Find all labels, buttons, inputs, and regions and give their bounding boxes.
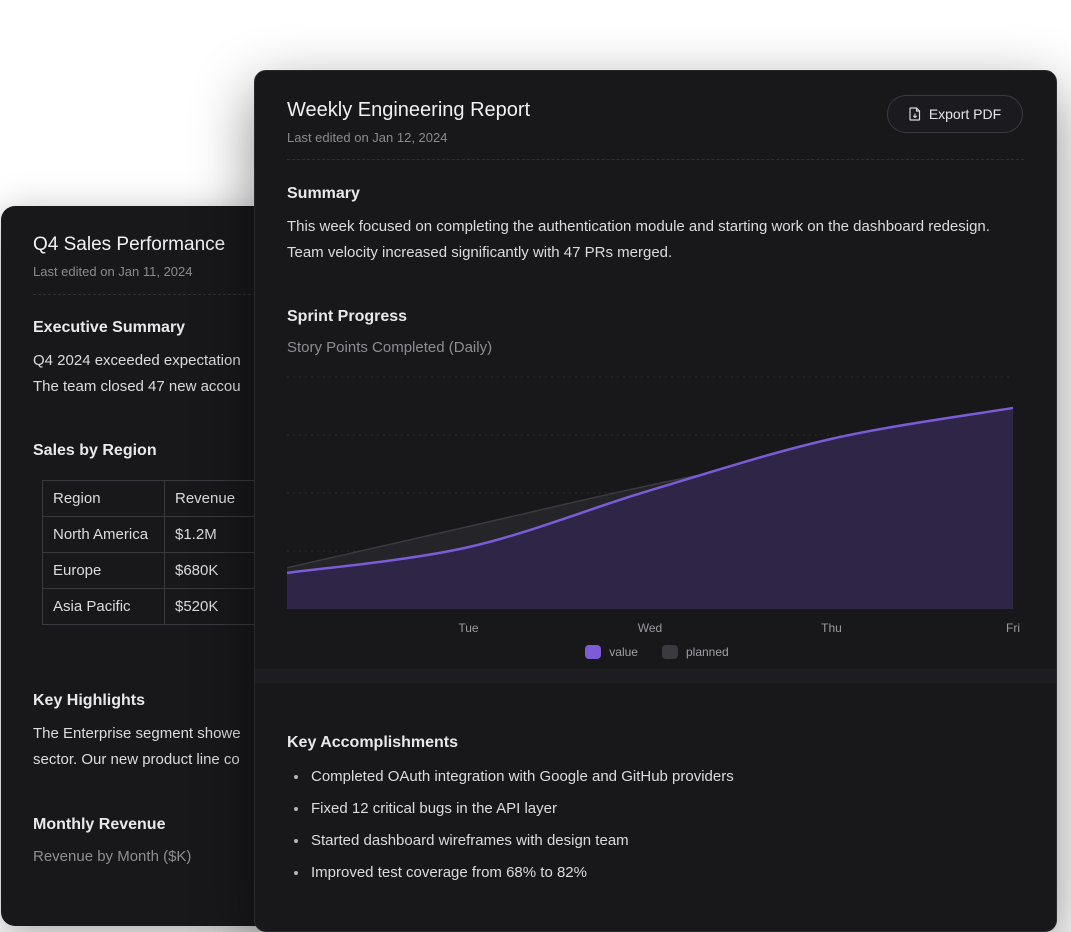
list-item: Completed OAuth integration with Google … xyxy=(287,765,734,797)
x-tick-label-thu: Thu xyxy=(821,621,842,635)
legend-item-value: value xyxy=(585,645,638,659)
weekly-report-title: Weekly Engineering Report xyxy=(287,99,531,121)
q4-report-last-edited: Last edited on Jan 11, 2024 xyxy=(33,264,193,279)
chart-line-value xyxy=(287,406,1014,575)
key-accomplishments-heading: Key Accomplishments xyxy=(287,734,459,751)
summary-text: This week focused on completing the auth… xyxy=(287,218,990,261)
chart-legend: value planned xyxy=(287,645,1027,659)
chart-svg: Tue Wed Thu Fri xyxy=(287,376,1020,635)
weekly-report-last-edited: Last edited on Jan 12, 2024 xyxy=(287,130,448,145)
q4-header-divider xyxy=(33,294,276,295)
x-tick-label-wed: Wed xyxy=(638,621,662,635)
table-row: Europe $680K xyxy=(42,552,276,589)
table-cell-region: Asia Pacific xyxy=(42,588,165,625)
weekly-engineering-report-card: Weekly Engineering Report Last edited on… xyxy=(254,70,1057,932)
table-cell-region: Europe xyxy=(42,552,165,589)
chart-title: Story Points Completed (Daily) xyxy=(287,339,493,356)
x-tick-label-tue: Tue xyxy=(458,621,479,635)
chart-area-value xyxy=(287,407,1013,609)
key-highlights-line-2: sector. Our new product line co xyxy=(33,751,240,768)
executive-summary-line-1: Q4 2024 exceeded expectation xyxy=(33,352,241,369)
legend-swatch-value xyxy=(585,645,602,659)
table-row: North America $1.2M xyxy=(42,516,276,553)
list-item: Improved test coverage from 68% to 82% xyxy=(287,861,734,893)
executive-summary-heading: Executive Summary xyxy=(33,319,186,336)
legend-item-planned: planned xyxy=(661,645,729,659)
list-item: Fixed 12 critical bugs in the API layer xyxy=(287,797,734,829)
legend-swatch-planned xyxy=(661,645,678,659)
file-pdf-icon xyxy=(909,107,921,121)
sales-by-region-table: Region Revenue North America $1.2M Europ… xyxy=(42,480,276,625)
sales-by-region-heading: Sales by Region xyxy=(33,442,157,459)
key-highlights-heading: Key Highlights xyxy=(33,692,146,709)
sprint-progress-heading: Sprint Progress xyxy=(287,308,408,325)
summary-heading: Summary xyxy=(287,185,360,202)
weekly-header-divider xyxy=(287,159,1024,160)
executive-summary-line-2: The team closed 47 new accou xyxy=(33,378,241,395)
table-header-region: Region xyxy=(42,480,165,517)
export-pdf-button[interactable]: Export PDF xyxy=(887,95,1023,133)
legend-label-planned: planned xyxy=(685,645,729,659)
accomplishments-list: Completed OAuth integration with Google … xyxy=(287,765,734,893)
key-highlights-line-1: The Enterprise segment showe xyxy=(33,725,241,742)
monthly-revenue-heading: Monthly Revenue xyxy=(33,816,166,833)
sprint-progress-chart: Tue Wed Thu Fri value planned xyxy=(287,363,1027,673)
q4-sales-report-card: Q4 Sales Performance Last edited on Jan … xyxy=(1,206,276,926)
q4-report-title: Q4 Sales Performance xyxy=(33,234,226,255)
section-separator xyxy=(255,669,1056,683)
list-item: Started dashboard wireframes with design… xyxy=(287,829,734,861)
legend-label-value: value xyxy=(609,645,638,659)
monthly-revenue-subtitle: Revenue by Month ($K) xyxy=(33,848,192,865)
table-cell-region: North America xyxy=(42,516,165,553)
table-header-row: Region Revenue xyxy=(42,480,276,517)
table-row: Asia Pacific $520K xyxy=(42,588,276,625)
export-pdf-label: Export PDF xyxy=(928,106,1002,122)
x-tick-label-fri: Fri xyxy=(1006,621,1020,635)
